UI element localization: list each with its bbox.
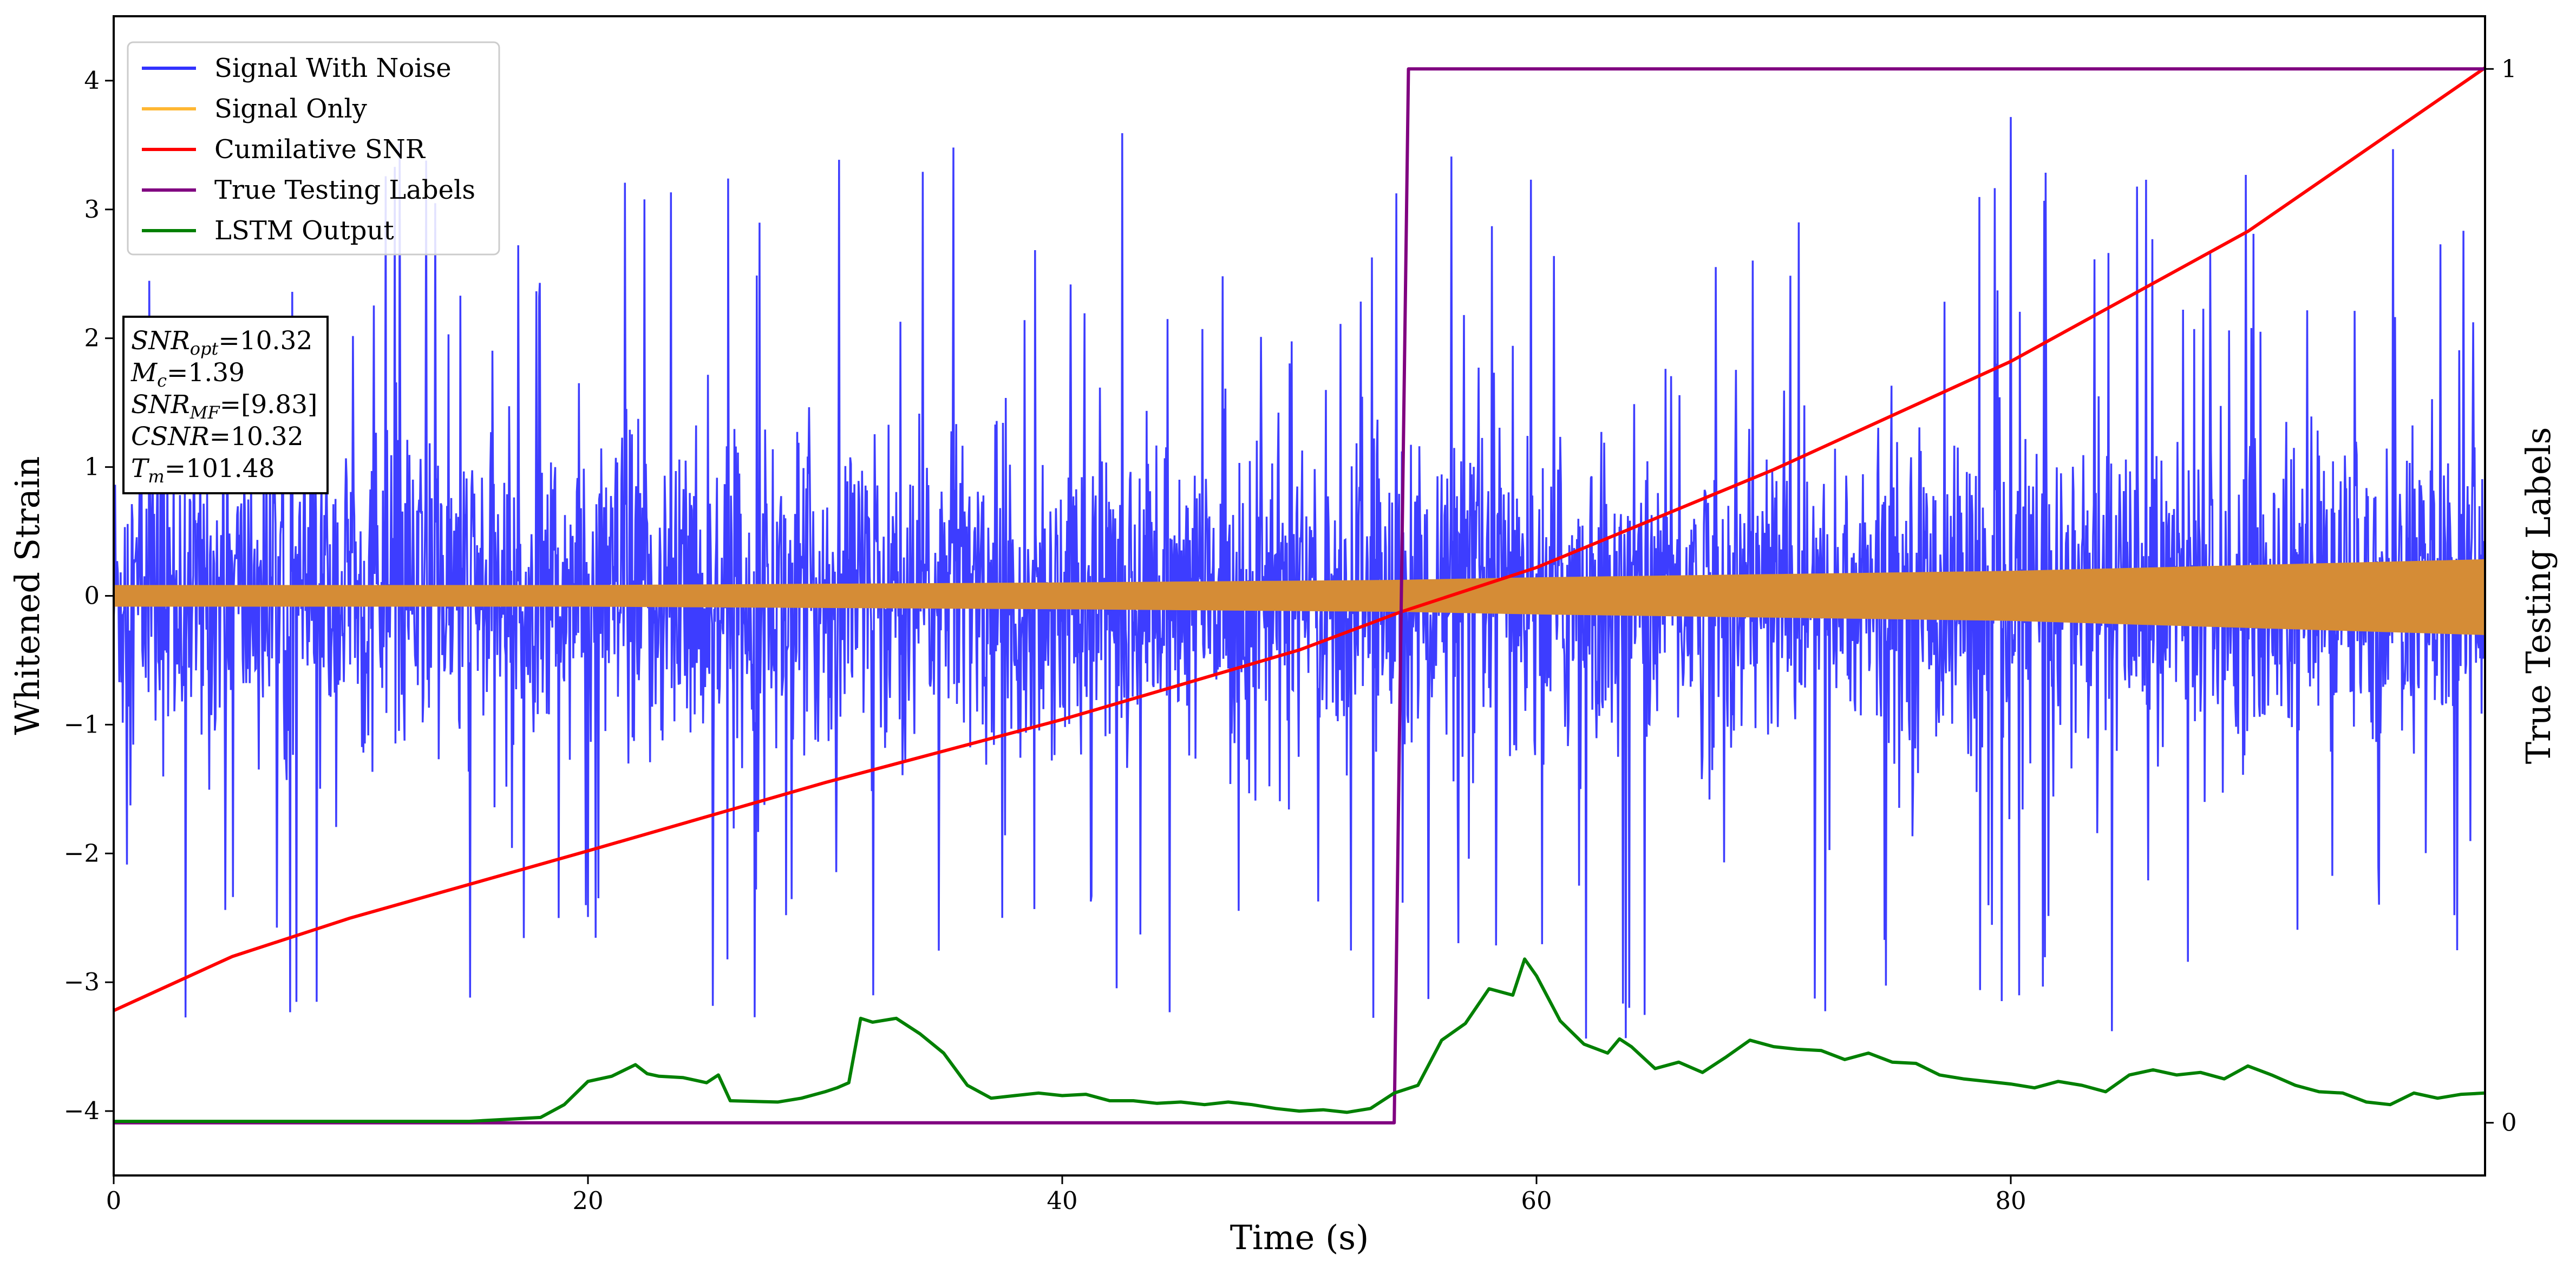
annotation-line: Mc=1.39 xyxy=(130,358,245,391)
y-tick-label: 1 xyxy=(84,453,100,481)
x-tick-label: 60 xyxy=(1521,1186,1552,1215)
legend-label: True Testing Labels xyxy=(214,175,475,205)
y-tick-label: −4 xyxy=(64,1096,100,1125)
annotation-frame xyxy=(122,316,329,494)
x-tick-label: 40 xyxy=(1047,1186,1077,1215)
legend: Signal With Noise Signal Only Cumilative S… xyxy=(127,41,500,256)
plot-area xyxy=(114,66,2485,1125)
x-tick-label: 80 xyxy=(1995,1186,2026,1215)
x-tick-label: 20 xyxy=(572,1186,603,1215)
annotation-line: SNRMF=[9.83] xyxy=(131,390,317,423)
y-right-tick-label: 0 xyxy=(2501,1108,2517,1137)
y-tick-label: 0 xyxy=(84,582,100,610)
legend-label: Signal With Noise xyxy=(214,53,452,83)
y-tick-label: −1 xyxy=(64,710,100,739)
y-axis-title: Whitened Strain xyxy=(8,456,47,735)
annotation-box: SNRopt=10.32Mc=1.39SNRMF=[9.83]CSNR=10.3… xyxy=(122,316,329,494)
x-axis-title: Time (s) xyxy=(1230,1218,1369,1257)
legend-label: Signal Only xyxy=(214,94,367,124)
legend-box xyxy=(127,41,500,256)
x-tick-label: 0 xyxy=(106,1186,122,1215)
annotation-line: Tm=101.48 xyxy=(131,454,275,487)
y-axis-right-title: True Testing Labels xyxy=(2519,427,2558,765)
legend-label: Cumilative SNR xyxy=(214,134,426,165)
signal-only-series xyxy=(114,559,2485,635)
cumilative-snr-series xyxy=(114,66,2485,1012)
lstm-output-series xyxy=(114,957,2485,1123)
y-tick-label: 4 xyxy=(84,66,100,95)
y-tick-label: −2 xyxy=(64,839,100,867)
true-testing-labels-series xyxy=(114,67,2485,1125)
y-tick-label: −3 xyxy=(64,968,100,996)
annotation-line: SNRopt=10.32 xyxy=(131,326,312,359)
y-tick-label: 3 xyxy=(84,195,100,224)
y-tick-label: 2 xyxy=(84,324,100,352)
annotation-line: CSNR=10.32 xyxy=(131,422,304,452)
y-right-tick-label: 1 xyxy=(2501,54,2517,83)
legend-label: LSTM Output xyxy=(214,215,394,246)
